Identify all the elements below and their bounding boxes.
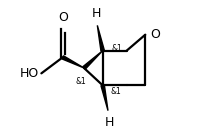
Polygon shape — [101, 85, 108, 111]
Polygon shape — [62, 56, 84, 68]
Text: HO: HO — [19, 67, 39, 80]
Text: &1: &1 — [112, 44, 123, 52]
Polygon shape — [97, 25, 104, 51]
Text: &1: &1 — [76, 77, 87, 86]
Text: H: H — [105, 116, 114, 129]
Text: &1: &1 — [111, 87, 121, 96]
Text: O: O — [150, 28, 160, 41]
Polygon shape — [83, 51, 103, 69]
Text: O: O — [58, 11, 68, 24]
Text: H: H — [91, 7, 101, 20]
